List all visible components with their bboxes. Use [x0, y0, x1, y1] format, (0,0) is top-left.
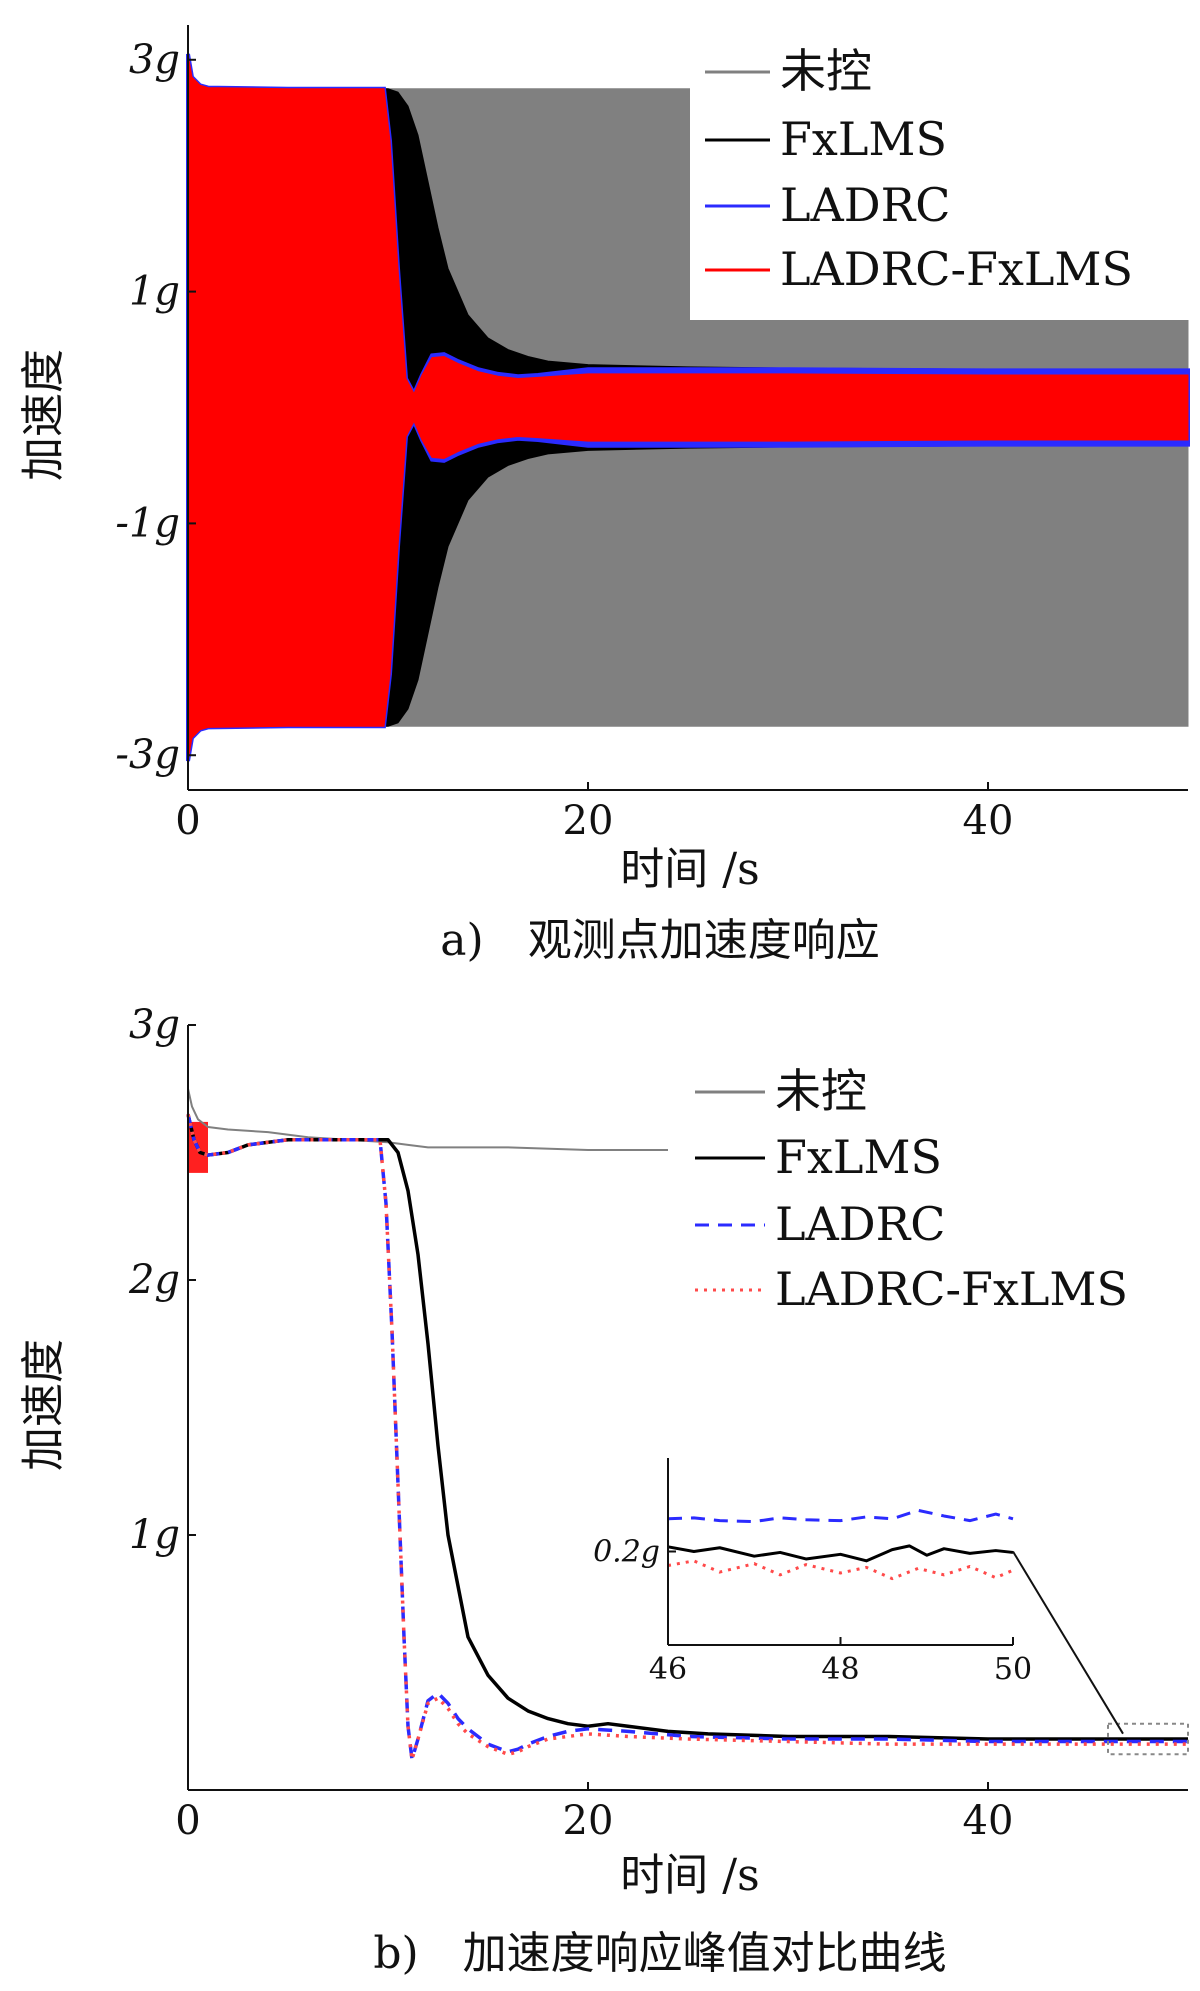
panel-a-x-tick-label: 20: [563, 798, 614, 844]
panel-a-legend-label-fxlms: FxLMS: [780, 112, 947, 166]
panel-b-y-tick-label: 3g: [129, 1002, 180, 1048]
panel-b-legend-label-ladrc: LADRC: [775, 1197, 945, 1251]
panel-b-series-ladrcfxlms-line: [186, 1113, 1188, 1762]
panel-a-y-tick-label: 1g: [129, 269, 180, 315]
panel-b-x-tick-label: 40: [963, 1798, 1014, 1844]
panel-b-y-tick-label: 1g: [129, 1512, 180, 1558]
panel-b-x-axis-label: 时间 /s: [620, 1850, 759, 1901]
panel-a-y-tick-label: -1g: [115, 500, 180, 546]
panel-a-legend-label-ladrc: LADRC: [780, 178, 950, 232]
panel-a-y-tick-label: 3g: [129, 37, 180, 83]
panel-b-inset-series-fxlms-line: [667, 1544, 1014, 1563]
panel-b-x-tick-label: 0: [175, 1798, 200, 1844]
panel-b-series--line: [187, 1088, 668, 1151]
panel-b-inset-y-tick-label: 0.2g: [593, 1535, 660, 1570]
panel-b-series-ladrc-line: [186, 1113, 1188, 1762]
panel-a-y-axis-label: 加速度: [18, 349, 69, 481]
panel-a-caption: a) 观测点加速度响应: [440, 915, 879, 966]
panel-a-legend-box: [690, 70, 1200, 320]
panel-a-x-tick-label: 40: [963, 798, 1014, 844]
panel-b-inset-x-tick-label: 46: [649, 1652, 687, 1687]
panel-a-series-ladrcfxlms-envelope: [187, 53, 1189, 762]
panel-b-legend-label-ladrcfxlms: LADRC-FxLMS: [775, 1262, 1128, 1316]
panel-b-inset-x-tick-label: 50: [994, 1652, 1032, 1687]
panel-b-zoom-region: [1107, 1722, 1189, 1756]
panel-a-x-axis-label: 时间 /s: [620, 844, 759, 895]
panel-b-x-tick-label: 20: [563, 1798, 614, 1844]
panel-b-chart: 未控 FxLMS LADRC LADRC-FxLMS 0 20 40 3g 2g 1g 46 48…: [18, 1002, 1189, 1979]
panel-a-y-tick-label: -3g: [115, 732, 180, 778]
panel-a-legend-label-uncontrolled: 未控: [780, 44, 872, 98]
panel-b-legend-label-fxlms: FxLMS: [775, 1130, 942, 1184]
panel-b-inset-series-ladrc-line: [667, 1508, 1014, 1524]
panel-b-caption: b) 加速度响应峰值对比曲线: [373, 1928, 946, 1979]
panel-b-zoom-connector: [1012, 1550, 1124, 1735]
panel-a-legend-label-ladrcfxlms: LADRC-FxLMS: [780, 242, 1133, 296]
panel-b-legend-label-uncontrolled: 未控: [775, 1064, 867, 1118]
panel-a-x-tick-label: 0: [175, 798, 200, 844]
panel-b-y-tick-label: 2g: [128, 1257, 180, 1303]
panel-b-y-axis-label: 加速度: [18, 1339, 69, 1471]
panel-b-inset-x-tick-label: 48: [821, 1652, 859, 1687]
